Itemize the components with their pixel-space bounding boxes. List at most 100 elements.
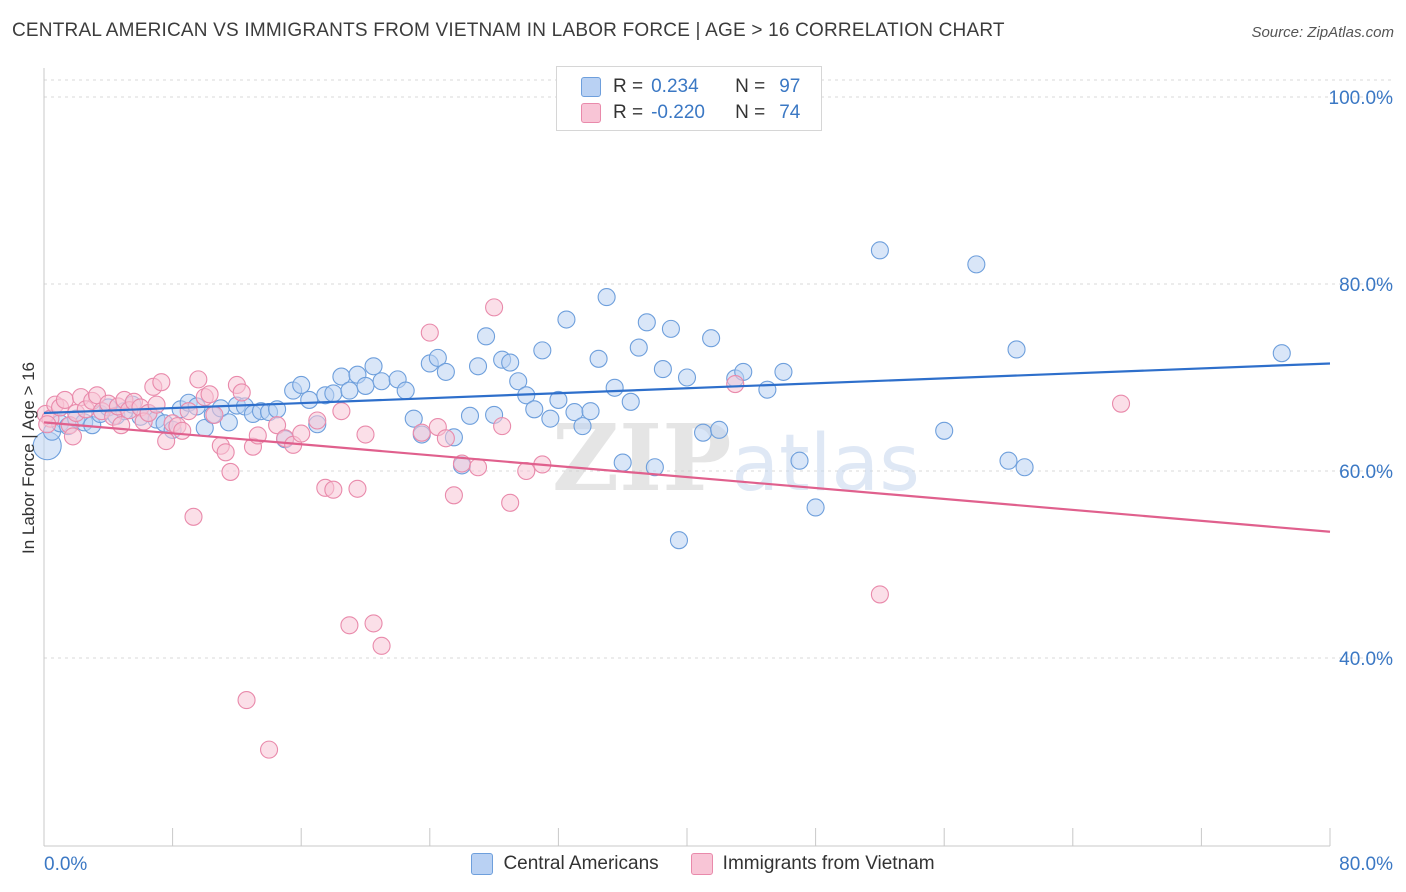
central-americans-point (549, 390, 568, 409)
vietnam-trendline (43, 421, 1331, 533)
central-americans-point (356, 376, 375, 395)
vietnam-point (332, 402, 351, 421)
legend-label: Immigrants from Vietnam (722, 853, 935, 874)
central-americans-point (967, 255, 986, 274)
r-label: R = (613, 76, 644, 97)
vietnam-swatch-icon (581, 103, 601, 123)
vietnam-point (412, 423, 431, 442)
central-americans-point (935, 421, 954, 440)
x-tick-label-min: 0.0% (44, 854, 87, 875)
vietnam-point (147, 395, 166, 414)
n-label: N = (735, 76, 766, 97)
central-americans-point (468, 357, 488, 376)
vietnam-point (308, 411, 327, 430)
central-americans-point (557, 310, 576, 329)
central-americans-point (758, 380, 777, 399)
central-americans-point (501, 353, 520, 372)
y-tick-label: 40.0% (1339, 649, 1393, 670)
central-americans-point (790, 451, 809, 470)
n-value: 74 (779, 102, 801, 123)
x-tick-label-max: 80.0% (1339, 854, 1393, 875)
central-americans-point (1007, 340, 1026, 359)
legend-item-central-americans[interactable]: Central Americans (471, 853, 659, 875)
central-americans-point (1015, 458, 1034, 477)
vietnam-point (372, 636, 391, 655)
vietnam-point (152, 373, 171, 392)
central-americans-point (372, 372, 391, 391)
central-americans-swatch-icon (581, 77, 601, 97)
y-axis-label: In Labor Force | Age > 16 (19, 362, 38, 554)
central-americans-point (597, 288, 616, 307)
central-americans-point (541, 409, 560, 428)
vietnam-point (340, 616, 359, 635)
central-americans-point (1272, 344, 1291, 363)
vietnam-point (268, 416, 287, 435)
vietnam-point (157, 432, 176, 451)
central-americans-point (340, 381, 359, 400)
central-americans-point (428, 348, 447, 367)
central-americans-point (774, 362, 793, 381)
central-americans-point (436, 362, 455, 381)
central-americans-point (396, 381, 415, 400)
central-americans-point (324, 384, 343, 403)
central-americans-point (710, 420, 729, 439)
vietnam-point (292, 424, 311, 443)
central-americans-point (702, 329, 721, 348)
central-americans-point (999, 451, 1018, 470)
legend-label: Central Americans (503, 853, 659, 874)
central-americans-point (300, 390, 319, 409)
chart-title: CENTRAL AMERICAN VS IMMIGRANTS FROM VIET… (12, 20, 1005, 41)
central-americans-point (806, 498, 825, 517)
r-value: -0.220 (651, 102, 705, 123)
central-americans-point (605, 378, 624, 397)
central-americans-point (669, 531, 689, 550)
vietnam-point (184, 507, 203, 526)
central-americans-point (477, 327, 496, 346)
vietnam-point (870, 585, 889, 604)
vietnam-point (493, 417, 512, 436)
r-value: 0.234 (651, 76, 699, 97)
central-americans-point (613, 453, 632, 472)
stats-row-central-americans: R = 0.234 N = 97 (581, 74, 800, 100)
central-americans-point (460, 406, 480, 425)
vietnam-point (485, 298, 504, 317)
central-americans-point (629, 338, 648, 357)
central-americans-trendline (43, 362, 1331, 415)
vietnam-point (324, 480, 343, 499)
central-americans-point (525, 400, 544, 419)
vietnam-point (726, 374, 745, 394)
central-americans-point (581, 402, 600, 421)
central-americans-point (661, 319, 680, 338)
central-americans-point (653, 360, 672, 379)
vietnam-legend-icon (690, 853, 713, 875)
vietnam-point (468, 458, 488, 477)
central-americans-point (364, 357, 383, 376)
vietnam-point (112, 416, 131, 435)
vietnam-point (420, 323, 439, 342)
stats-legend: R = 0.234 N = 97 R = -0.220 N = 74 (556, 66, 822, 131)
n-value: 97 (779, 76, 801, 97)
source-label: Source: ZipAtlas.com (1251, 24, 1394, 41)
central-americans-point (533, 341, 552, 360)
vietnam-point (444, 486, 463, 505)
vietnam-point (436, 429, 455, 448)
y-tick-label: 80.0% (1339, 275, 1393, 296)
central-americans-point (621, 392, 640, 411)
vietnam-point (179, 402, 198, 421)
central-americans-point (637, 313, 656, 332)
n-label: N = (735, 102, 766, 123)
r-label: R = (613, 102, 644, 123)
central-americans-point (509, 372, 528, 391)
vietnam-point (517, 461, 536, 481)
vietnam-point (189, 370, 208, 389)
central-americans-point (694, 423, 713, 442)
vietnam-point (501, 493, 520, 512)
central-americans-point (645, 458, 664, 477)
central-americans-point (404, 409, 423, 428)
vietnam-point (200, 385, 219, 404)
stats-row-vietnam: R = -0.220 N = 74 (581, 100, 800, 126)
legend-item-vietnam[interactable]: Immigrants from Vietnam (690, 853, 935, 875)
central-americans-point (870, 241, 889, 260)
vietnam-point (356, 425, 375, 444)
